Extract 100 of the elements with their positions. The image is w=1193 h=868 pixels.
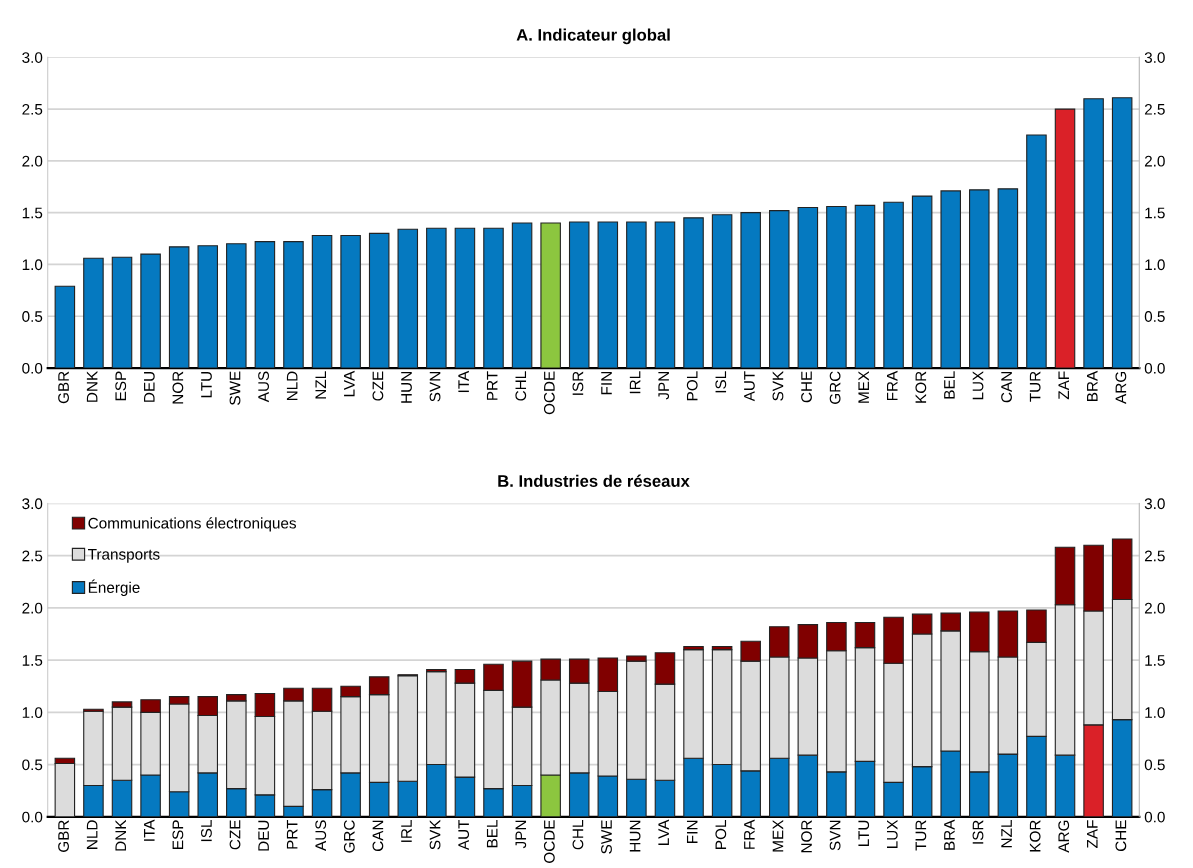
x-tick-label: CHL	[572, 820, 584, 850]
x-tick-label: MEX	[858, 371, 869, 403]
x-tick-label: JPN	[515, 820, 527, 849]
x-tick-label: NZL	[315, 371, 326, 399]
x-tick-label: ZAF	[1058, 371, 1069, 400]
x-tick-label: BEL	[486, 820, 498, 848]
y2-tick-label: 0.5	[1144, 759, 1165, 771]
y2-tick-label: 1.5	[1145, 207, 1165, 219]
x-tick-label: BRA	[1087, 370, 1098, 401]
bar	[397, 228, 419, 369]
bar	[197, 245, 219, 369]
x-tick-label: ISR	[572, 371, 584, 395]
x-tick-label: POL	[686, 371, 698, 401]
bar	[626, 221, 647, 369]
bar	[797, 206, 819, 369]
bar	[683, 217, 704, 369]
x-tick-label: GBR	[58, 820, 69, 852]
x-tick-label: CAN	[1001, 372, 1012, 403]
x-tick-label: LVA	[344, 370, 355, 397]
x-tick-label: NOR	[801, 820, 812, 853]
bar	[368, 232, 390, 369]
x-tick-label: AUT	[744, 371, 755, 402]
y2-tick-label: 2.0	[1144, 155, 1165, 167]
y2-tick-label: 3.0	[1144, 498, 1165, 510]
x-tick-label: SWE	[229, 371, 241, 405]
bar	[654, 221, 676, 369]
bar	[140, 253, 161, 369]
x-tick-label: OCDE	[543, 820, 555, 863]
y-tick-label: 1.5	[22, 655, 43, 666]
bar	[997, 188, 1019, 369]
x-tick-label: SVN	[829, 820, 841, 851]
x-tick-label: LUX	[972, 371, 984, 400]
x-tick-label: ARG	[1058, 820, 1070, 853]
bar	[911, 195, 933, 369]
legend-label: Communications électroniques	[88, 517, 297, 532]
x-tick-label: MEX	[772, 819, 784, 852]
x-tick-label: POL	[715, 820, 727, 849]
x-tick-label: ISR	[972, 820, 984, 844]
x-tick-label: OCDE	[543, 371, 555, 415]
x-tick-label: FIN	[601, 372, 612, 395]
x-tick-label: KOR	[915, 371, 927, 403]
x-tick-label: AUT	[458, 819, 470, 851]
bar	[226, 243, 247, 369]
y-tick-label: 0.5	[22, 311, 43, 322]
x-tick-label: IRL	[401, 820, 412, 842]
legend-label: Énergie	[88, 579, 140, 596]
bar	[740, 212, 761, 369]
y-tick-label: 1.0	[22, 707, 43, 719]
x-tick-label: ARG	[1115, 371, 1127, 404]
chart-title: A. Indicateur global	[516, 28, 670, 45]
y-tick-label: 2.0	[22, 155, 43, 167]
x-tick-label: NLD	[286, 371, 298, 401]
bar	[883, 201, 904, 369]
x-tick-label: KOR	[1029, 820, 1041, 852]
bar	[854, 204, 876, 369]
bar	[283, 241, 304, 369]
bar	[311, 234, 333, 369]
y2-tick-label: 1.0	[1145, 259, 1165, 271]
x-tick-label: ITA	[144, 819, 155, 841]
x-tick-label: PRT	[286, 819, 298, 849]
y2-tick-label: 0.0	[1144, 362, 1165, 374]
x-tick-label: LTU	[201, 371, 212, 398]
x-tick-label: GBR	[58, 371, 69, 404]
y-tick-label: 0.0	[22, 362, 43, 374]
y2-tick-label: 3.0	[1144, 52, 1165, 63]
x-tick-label: BEL	[944, 371, 955, 399]
y-tick-label: 0.5	[22, 759, 43, 771]
x-tick-label: DEU	[144, 371, 155, 402]
bar	[1111, 97, 1133, 369]
y-tick-label: 3.0	[22, 52, 43, 63]
x-tick-label: FRA	[887, 370, 898, 401]
x-tick-label: SVK	[772, 370, 784, 401]
x-tick-label: DNK	[115, 819, 126, 851]
y2-tick-label: 0.5	[1144, 311, 1165, 322]
x-tick-label: LTU	[858, 820, 870, 847]
y-tick-label: 3.0	[22, 498, 43, 510]
x-tick-label: CHL	[515, 371, 527, 401]
y2-tick-label: 0.0	[1144, 811, 1165, 823]
y-tick-label: 2.5	[22, 103, 43, 115]
x-tick-label: DNK	[86, 370, 98, 402]
y-tick-label: 0.0	[22, 811, 43, 823]
bar	[1026, 134, 1047, 369]
bar	[826, 205, 847, 369]
x-tick-label: JPN	[658, 372, 670, 400]
bar	[1083, 98, 1104, 369]
x-tick-label: NLD	[86, 820, 98, 849]
bar	[768, 210, 790, 369]
x-tick-label: ISL	[201, 820, 212, 842]
bar	[340, 234, 361, 369]
bar	[111, 256, 133, 369]
x-tick-label: FRA	[744, 819, 755, 849]
x-tick-label: SVK	[429, 819, 441, 850]
x-tick-label: AUS	[258, 371, 269, 403]
x-tick-label: NOR	[172, 371, 184, 404]
x-tick-label: SWE	[601, 820, 612, 854]
bar	[940, 190, 961, 369]
x-tick-label: ISL	[715, 371, 727, 393]
y2-tick-label: 1.0	[1145, 707, 1165, 719]
x-tick-label: CZE	[372, 371, 384, 401]
bar	[511, 222, 533, 369]
